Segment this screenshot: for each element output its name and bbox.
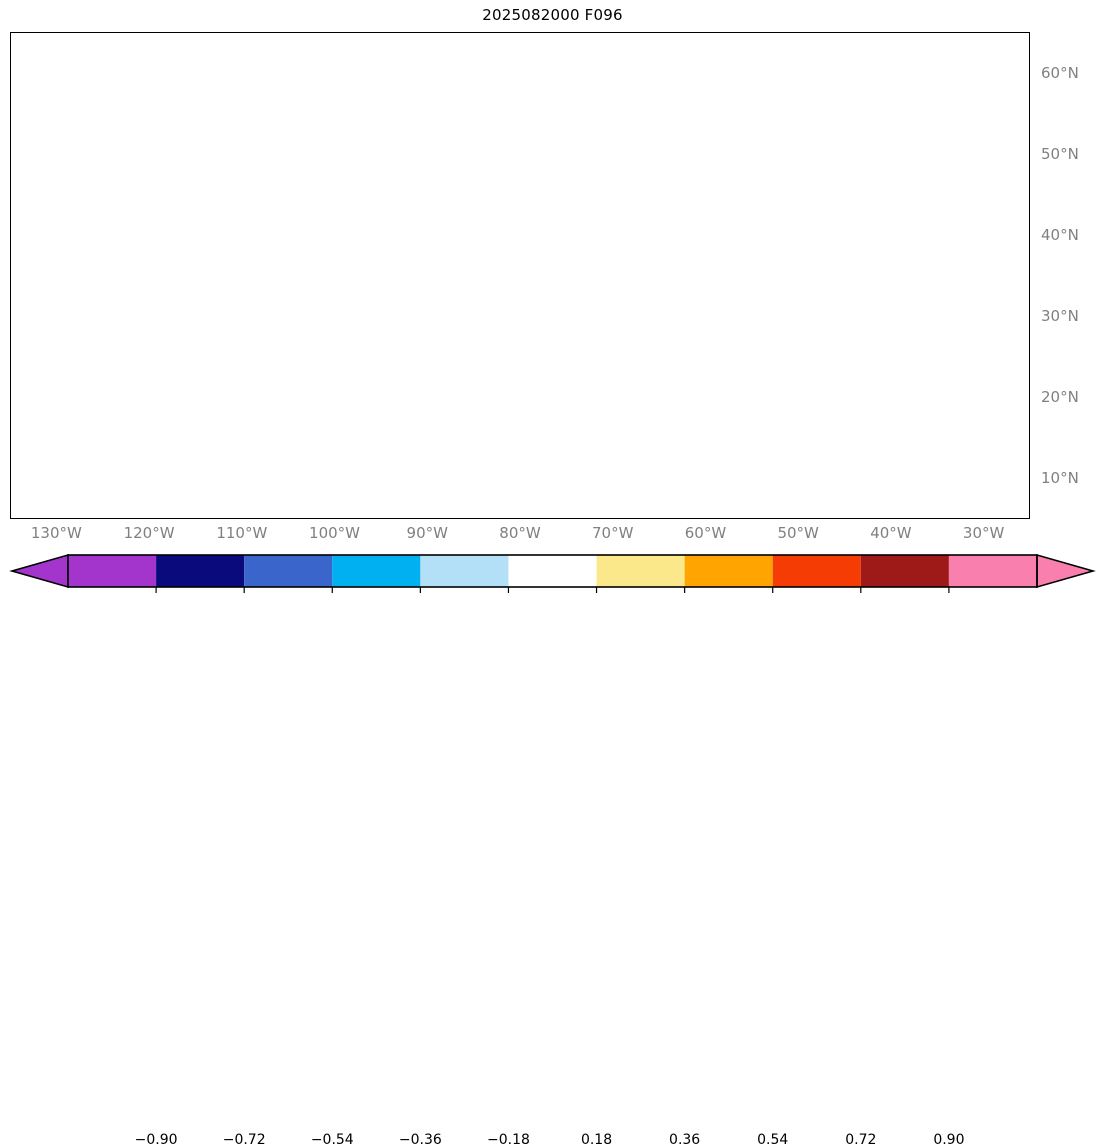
lon-tick-label-1: 120°W [123, 524, 175, 542]
colorbar-segment-8[interactable] [772, 555, 861, 587]
colorbar-under-arrow[interactable] [9, 553, 69, 589]
lat-tick-label-0: 60°N [1041, 63, 1079, 82]
lon-tick-label-2: 110°W [216, 524, 268, 542]
colorbar-tick-label-8: 0.72 [845, 1132, 877, 1148]
lat-tick-label-3: 30°N [1041, 307, 1079, 326]
colorbar-segment-6[interactable] [596, 555, 685, 587]
colorbar-segment-1[interactable] [156, 555, 245, 587]
colorbar-tick-label-2: −0.54 [310, 1132, 354, 1148]
lon-tick-label-0: 130°W [30, 524, 82, 542]
colorbar-tick-label-3: −0.36 [398, 1132, 442, 1148]
lon-tick-label-6: 70°W [592, 524, 634, 542]
colorbar-tick-label-5: 0.18 [580, 1132, 613, 1148]
colorbar-segment-5[interactable] [508, 555, 597, 587]
lon-tick-label-9: 40°W [870, 524, 912, 542]
lon-tick-label-3: 100°W [309, 524, 361, 542]
lat-tick-label-5: 10°N [1041, 469, 1079, 488]
colorbar-segment-0[interactable] [68, 555, 157, 587]
lat-tick-label-4: 20°N [1041, 388, 1079, 407]
lon-tick-label-8: 50°W [777, 524, 819, 542]
colorbar[interactable]: −0.90 −0.72 −0.54 −0.36 −0.18 0.18 0.36 0.54 0.7… [0, 551, 1105, 1148]
colorbar-tick-label-7: 0.54 [757, 1132, 789, 1148]
colorbar-segment-7[interactable] [684, 555, 773, 587]
lat-tick-label-2: 40°N [1041, 225, 1079, 244]
colorbar-tick-label-9: 0.90 [933, 1132, 965, 1148]
lat-tick-label-1: 50°N [1041, 144, 1079, 163]
colorbar-segment-2[interactable] [244, 555, 333, 587]
colorbar-tick-label-1: −0.72 [222, 1132, 266, 1148]
colorbar-segment-3[interactable] [332, 555, 421, 587]
colorbar-tick-label-0: −0.90 [134, 1132, 178, 1148]
colorbar-tick-label-4: −0.18 [487, 1132, 530, 1148]
colorbar-outline [67, 554, 1038, 588]
page-title: 2025082000 F096 [482, 6, 623, 24]
colorbar-segment-4[interactable] [420, 555, 509, 587]
lon-tick-label-7: 60°W [684, 524, 727, 542]
colorbar-segment-9[interactable] [860, 555, 949, 587]
lon-tick-label-5: 80°W [499, 524, 541, 542]
map-border [10, 32, 1030, 519]
colorbar-segment-10[interactable] [948, 555, 1037, 587]
colorbar-tick-label-6: 0.36 [669, 1132, 701, 1148]
map-plot-area: 0.20.20.60.60.50.50.30.30.30.30.60.60.40… [10, 32, 1030, 519]
lon-tick-label-10: 30°W [962, 524, 1005, 542]
lon-tick-label-4: 90°W [406, 524, 448, 542]
colorbar-canvas[interactable] [0, 551, 1105, 615]
colorbar-over-arrow[interactable] [1036, 553, 1096, 589]
